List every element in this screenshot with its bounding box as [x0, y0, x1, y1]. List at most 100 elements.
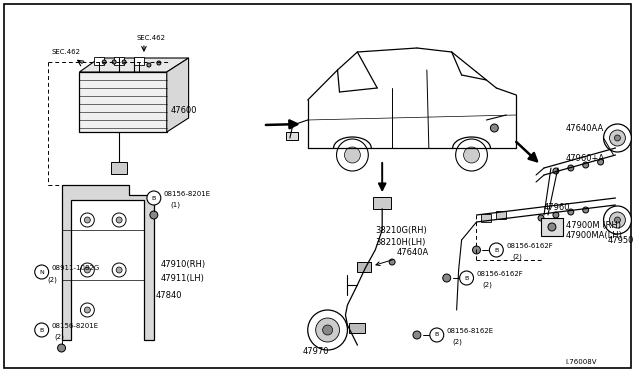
Circle shape — [413, 331, 421, 339]
Circle shape — [81, 303, 94, 317]
Circle shape — [112, 213, 126, 227]
Bar — [373, 197, 391, 209]
Text: B: B — [40, 327, 44, 333]
Circle shape — [389, 259, 395, 265]
Text: 47911(LH): 47911(LH) — [161, 273, 205, 282]
Circle shape — [490, 243, 503, 257]
Text: (2): (2) — [54, 334, 65, 340]
Bar — [497, 211, 506, 219]
Polygon shape — [167, 58, 189, 132]
Circle shape — [81, 263, 94, 277]
Circle shape — [337, 139, 368, 171]
Circle shape — [102, 60, 106, 64]
Text: 08911-1082G: 08911-1082G — [52, 265, 100, 271]
Bar — [114, 57, 124, 65]
Text: 47900MA(LH): 47900MA(LH) — [566, 231, 623, 240]
Circle shape — [116, 217, 122, 223]
Circle shape — [147, 63, 151, 67]
Bar — [111, 162, 127, 174]
Circle shape — [84, 267, 90, 273]
Text: 08156-8162E: 08156-8162E — [447, 328, 494, 334]
Bar — [349, 323, 365, 333]
Text: 38210G(RH): 38210G(RH) — [375, 225, 427, 234]
Circle shape — [614, 217, 620, 223]
Text: (2): (2) — [47, 277, 58, 283]
Circle shape — [308, 310, 348, 350]
Polygon shape — [61, 185, 154, 340]
Circle shape — [614, 135, 620, 141]
Bar — [357, 262, 371, 272]
Circle shape — [116, 267, 122, 273]
Circle shape — [84, 217, 90, 223]
Circle shape — [58, 344, 65, 352]
Circle shape — [604, 124, 631, 152]
Text: 47840: 47840 — [156, 291, 182, 299]
Circle shape — [460, 271, 474, 285]
Text: N: N — [39, 269, 44, 275]
Circle shape — [568, 165, 574, 171]
Circle shape — [609, 130, 625, 146]
Bar — [286, 132, 298, 140]
Text: 47950: 47950 — [607, 235, 634, 244]
Text: 08156-8201E: 08156-8201E — [52, 323, 99, 329]
Text: 47970: 47970 — [303, 347, 329, 356]
Circle shape — [463, 147, 479, 163]
Text: 47960+A: 47960+A — [566, 154, 605, 163]
Circle shape — [323, 325, 333, 335]
Circle shape — [35, 265, 49, 279]
Circle shape — [604, 206, 631, 234]
Text: 47600: 47600 — [171, 106, 197, 115]
Text: 08156-8201E: 08156-8201E — [164, 191, 211, 197]
Text: SEC.462: SEC.462 — [137, 35, 166, 41]
Circle shape — [147, 191, 161, 205]
Circle shape — [112, 263, 126, 277]
Circle shape — [582, 207, 589, 213]
Text: 08156-6162F: 08156-6162F — [506, 243, 553, 249]
Circle shape — [553, 168, 559, 174]
Circle shape — [538, 215, 544, 221]
Bar — [481, 214, 492, 222]
Bar — [134, 57, 144, 65]
Circle shape — [430, 328, 444, 342]
Text: 47960: 47960 — [544, 202, 570, 212]
Circle shape — [553, 212, 559, 218]
Polygon shape — [79, 58, 189, 72]
Circle shape — [84, 307, 90, 313]
Text: SEC.462: SEC.462 — [52, 49, 81, 55]
Text: B: B — [494, 247, 499, 253]
Text: B: B — [435, 333, 439, 337]
Circle shape — [112, 60, 116, 64]
Circle shape — [157, 61, 161, 65]
Circle shape — [490, 124, 499, 132]
Bar — [79, 72, 167, 132]
Text: B: B — [152, 196, 156, 201]
Text: (1): (1) — [171, 202, 180, 208]
Circle shape — [582, 162, 589, 168]
Circle shape — [548, 223, 556, 231]
Circle shape — [568, 209, 574, 215]
Text: (2): (2) — [512, 254, 522, 260]
Text: I.76008V: I.76008V — [566, 359, 597, 365]
Circle shape — [122, 60, 126, 64]
Circle shape — [456, 139, 488, 171]
Circle shape — [35, 323, 49, 337]
Circle shape — [443, 274, 451, 282]
Text: (2): (2) — [483, 282, 492, 288]
Text: B: B — [465, 276, 468, 280]
Circle shape — [150, 211, 158, 219]
Text: 08156-6162F: 08156-6162F — [477, 271, 524, 277]
Text: 47640AA: 47640AA — [566, 124, 604, 132]
Text: 47900M (RH): 47900M (RH) — [566, 221, 621, 230]
Text: 47910(RH): 47910(RH) — [161, 260, 206, 269]
Circle shape — [316, 318, 339, 342]
Text: (2): (2) — [452, 339, 463, 345]
Circle shape — [609, 212, 625, 228]
Circle shape — [472, 246, 481, 254]
Bar — [94, 57, 104, 65]
Text: 47640A: 47640A — [397, 247, 429, 257]
Circle shape — [344, 147, 360, 163]
Circle shape — [81, 213, 94, 227]
Circle shape — [598, 159, 604, 165]
Bar — [541, 218, 563, 236]
Text: 38210H(LH): 38210H(LH) — [375, 237, 426, 247]
